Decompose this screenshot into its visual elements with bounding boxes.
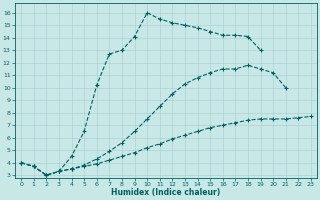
X-axis label: Humidex (Indice chaleur): Humidex (Indice chaleur) (111, 188, 221, 197)
